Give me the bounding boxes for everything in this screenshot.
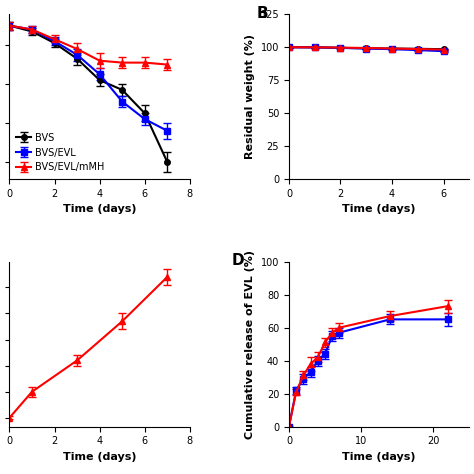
- Y-axis label: Cumulative release of EVL (%): Cumulative release of EVL (%): [246, 250, 255, 438]
- Text: D: D: [231, 254, 244, 268]
- X-axis label: Time (days): Time (days): [342, 204, 416, 214]
- X-axis label: Time (days): Time (days): [63, 204, 137, 214]
- X-axis label: Time (days): Time (days): [342, 452, 416, 462]
- Legend: BVS, BVS/EVL, BVS/EVL/mMH: BVS, BVS/EVL, BVS/EVL/mMH: [14, 131, 106, 174]
- Text: B: B: [256, 6, 268, 21]
- Y-axis label: Residual weight (%): Residual weight (%): [245, 34, 255, 159]
- X-axis label: Time (days): Time (days): [63, 452, 137, 462]
